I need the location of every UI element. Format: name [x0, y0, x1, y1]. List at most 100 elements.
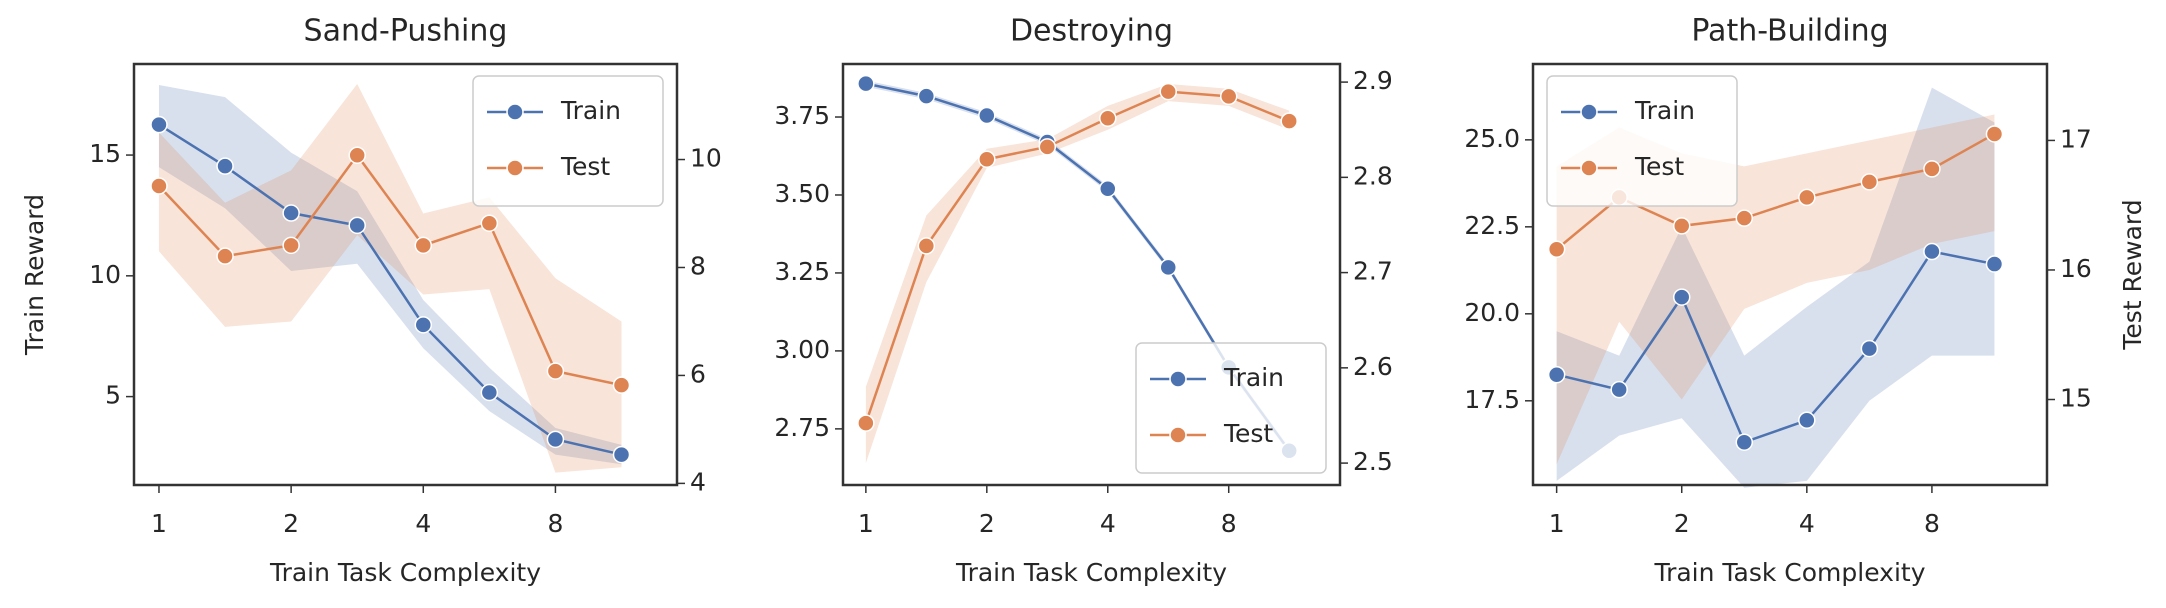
point: [1735, 209, 1754, 227]
point: [1038, 138, 1057, 156]
legend-label: Test: [1634, 152, 1684, 181]
point: [1985, 255, 2004, 273]
legend-marker: [506, 159, 524, 177]
point: [546, 362, 565, 380]
y2-tick-label: 2.8: [1353, 161, 1393, 190]
point: [1798, 188, 1816, 207]
x-tick-label: 2: [1674, 509, 1690, 538]
point: [1860, 173, 1879, 191]
point: [612, 445, 631, 464]
point: [1099, 109, 1117, 128]
series-line: [864, 90, 1290, 424]
y2-tick-label: 15: [2060, 384, 2092, 413]
legend-marker: [1580, 159, 1598, 177]
point: [1099, 179, 1117, 198]
point: [480, 214, 499, 232]
confidence-band: [158, 83, 622, 473]
y2-tick-label: 6: [690, 359, 706, 388]
point: [216, 157, 234, 175]
point: [1547, 240, 1566, 258]
point: [1672, 217, 1691, 235]
subplot-title: Destroying: [1010, 14, 1173, 49]
x-axis-label: Train Task Complexity: [1653, 558, 1925, 587]
point: [1735, 433, 1754, 451]
legend-marker: [1169, 426, 1187, 444]
point: [1159, 82, 1177, 101]
axes-frame: [132, 62, 679, 487]
series-line: [158, 123, 622, 456]
series-line: [1556, 250, 1995, 444]
point: [1798, 411, 1816, 430]
y2-tick-label: 16: [2060, 254, 2092, 283]
x-axis-label: Train Task Complexity: [269, 558, 541, 587]
axes-frame: [841, 62, 1342, 487]
y2-tick-label: 2.6: [1353, 352, 1393, 381]
legend-label: Test: [1223, 419, 1273, 448]
subplot: Path-Building 1 2 4 8 Train Task Complexity 17…: [1464, 14, 2147, 588]
legend-label: Train: [1223, 363, 1284, 392]
x-tick-label: 4: [1100, 509, 1116, 538]
point: [917, 87, 936, 105]
x-tick-label: 4: [415, 509, 431, 538]
x-tick-label: 1: [1549, 509, 1565, 538]
point: [282, 204, 300, 222]
point: [1159, 258, 1177, 277]
x-tick-label: 8: [547, 509, 563, 538]
y2-tick-label: 2.7: [1353, 257, 1393, 286]
x-tick-label: 1: [151, 509, 167, 538]
point: [978, 106, 996, 125]
y-tick-label: 3.50: [774, 179, 830, 208]
y2-tick-label: 2.9: [1353, 66, 1393, 95]
point: [1985, 125, 2004, 143]
point: [480, 383, 499, 402]
x-tick-label: 1: [858, 509, 874, 538]
point: [414, 316, 433, 334]
y-axis-label: Train Reward: [20, 194, 49, 356]
y-tick-label: 3.00: [774, 335, 830, 364]
x-tick-label: 2: [979, 509, 995, 538]
y2-tick-label: 8: [690, 251, 706, 280]
legend-label: Test: [560, 152, 610, 181]
point: [1860, 339, 1879, 358]
y-tick-label: 25.0: [1464, 124, 1520, 153]
y2-tick-label: 4: [690, 467, 706, 496]
point: [1923, 160, 1941, 178]
legend-marker: [1169, 370, 1187, 388]
confidence-band: [1556, 87, 1995, 488]
point: [348, 216, 366, 235]
y2-axis-label: Test Reward: [2118, 199, 2147, 350]
point: [857, 74, 875, 93]
point: [414, 236, 433, 255]
legend-label: Train: [560, 96, 621, 125]
y-tick-label: 15: [89, 139, 121, 168]
x-tick-label: 8: [1924, 509, 1940, 538]
x-tick-label: 4: [1799, 509, 1815, 538]
subplot-title: Path-Building: [1691, 14, 1888, 49]
subplot-title: Sand-Pushing: [304, 14, 508, 49]
y-tick-label: 3.25: [774, 257, 830, 286]
point: [1547, 365, 1566, 384]
y-tick-label: 17.5: [1464, 385, 1520, 414]
point: [1610, 380, 1628, 399]
axes-frame: [1531, 62, 2049, 487]
point: [917, 237, 936, 255]
y-tick-label: 20.0: [1464, 298, 1520, 327]
y-tick-label: 22.5: [1464, 211, 1520, 240]
y2-tick-label: 17: [2060, 124, 2092, 153]
point: [348, 146, 366, 164]
x-tick-label: 8: [1221, 509, 1237, 538]
y-tick-label: 5: [105, 381, 121, 410]
y-tick-label: 2.75: [774, 413, 830, 442]
x-tick-label: 2: [283, 509, 299, 538]
point: [1923, 242, 1941, 261]
legend-label: Train: [1634, 96, 1695, 125]
point: [978, 150, 996, 168]
y2-tick-label: 10: [690, 144, 722, 173]
point: [150, 177, 168, 195]
legend-marker: [506, 103, 524, 121]
point: [857, 414, 875, 432]
point: [216, 247, 234, 265]
point: [1219, 87, 1238, 106]
